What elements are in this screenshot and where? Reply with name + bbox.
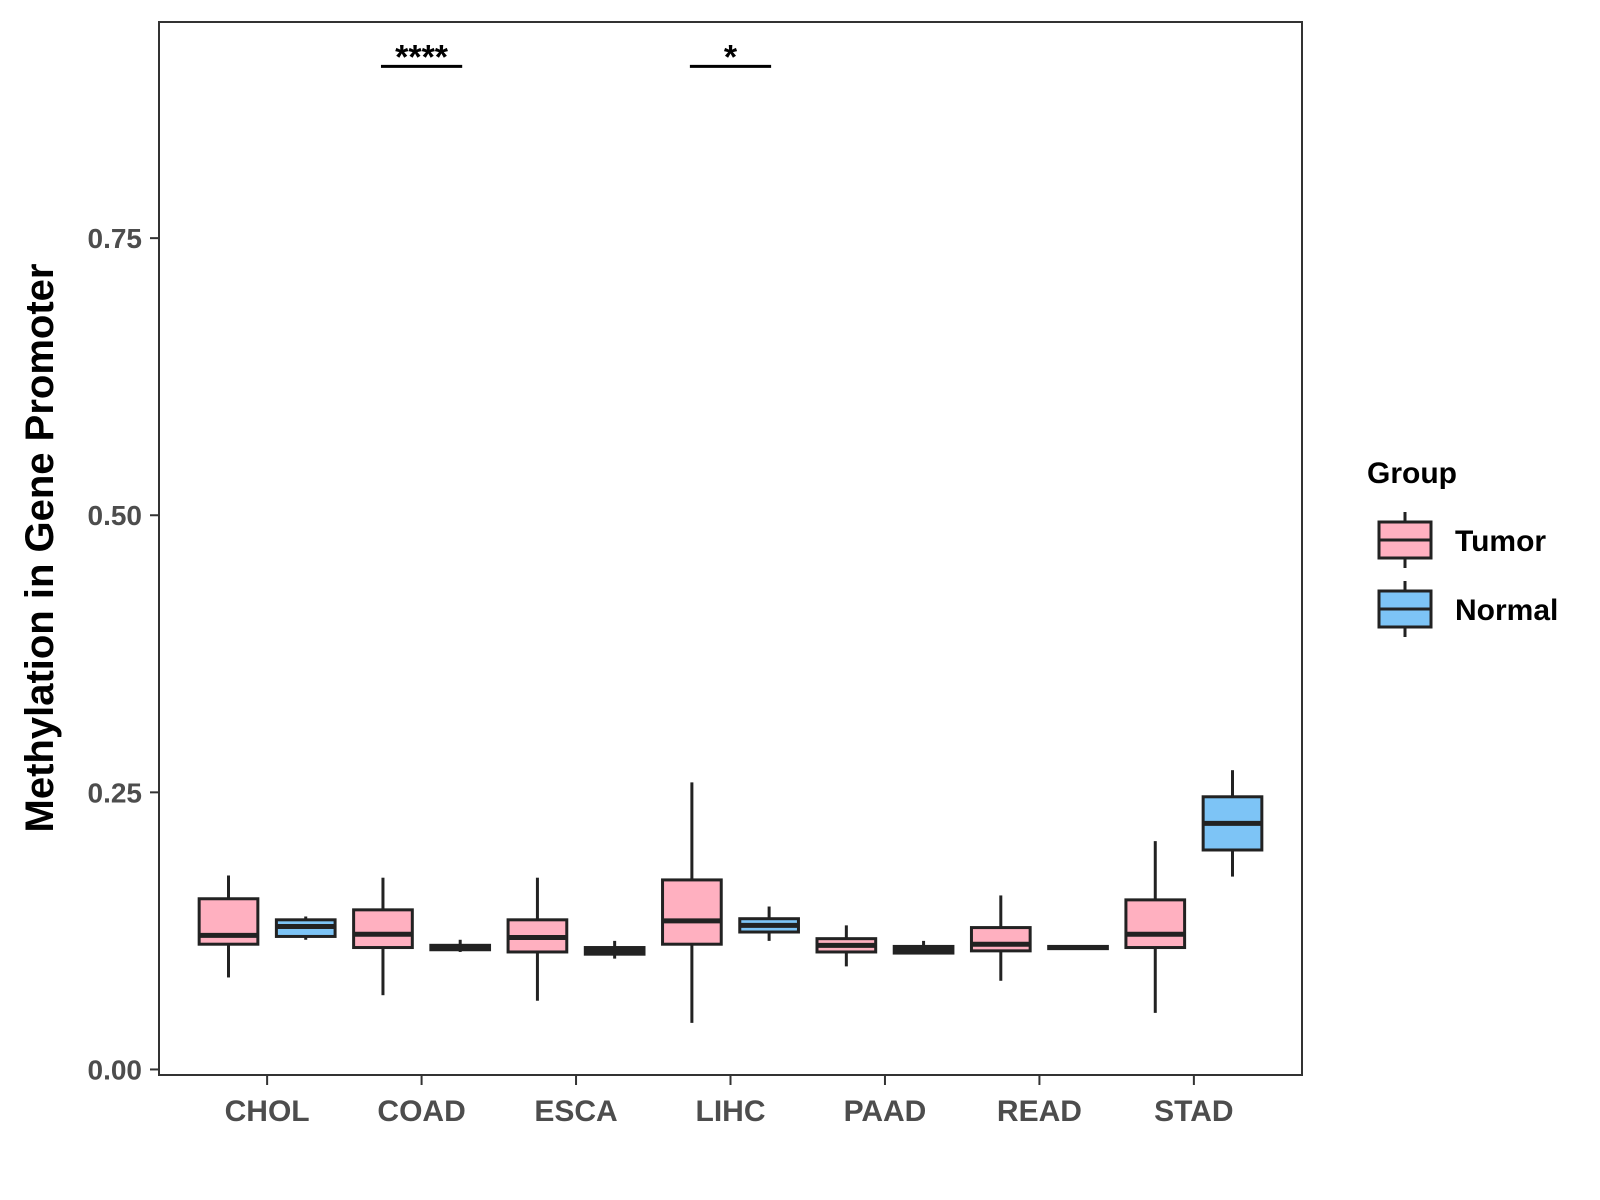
y-tick-label: 0.00 xyxy=(88,1054,143,1085)
y-axis: 0.00 0.25 0.50 0.75 xyxy=(88,223,159,1085)
y-axis-title: Methylation in Gene Promoter xyxy=(18,264,62,833)
significance-annotations: **** * xyxy=(380,38,772,76)
legend-label-normal: Normal xyxy=(1455,594,1558,627)
x-tick-label: LIHC xyxy=(696,1095,766,1128)
box-tumor-coad xyxy=(352,908,414,950)
x-tick-label: ESCA xyxy=(534,1095,617,1128)
y-tick-label: 0.50 xyxy=(88,500,143,531)
x-tick-label: PAAD xyxy=(844,1095,927,1128)
legend-title: Group xyxy=(1367,457,1457,490)
y-tick-label: 0.75 xyxy=(88,223,143,254)
significance-label: * xyxy=(724,38,738,76)
box-tumor-lihc xyxy=(661,878,723,946)
box-tumor-stad xyxy=(1124,898,1187,950)
x-tick-label: READ xyxy=(997,1095,1082,1128)
box-tumor-read xyxy=(969,926,1032,953)
y-tick-label: 0.25 xyxy=(88,777,143,808)
x-axis: CHOL COAD ESCA LIHC PAAD READ STAD xyxy=(225,1075,1234,1128)
x-tick-label: STAD xyxy=(1154,1095,1233,1128)
boxes-layer xyxy=(197,770,1264,1023)
x-tick-label: CHOL xyxy=(225,1095,310,1128)
plot-panel xyxy=(158,21,1303,1076)
legend: Group Tumor Normal xyxy=(1367,457,1558,637)
legend-label-tumor: Tumor xyxy=(1455,525,1546,558)
x-tick-label: COAD xyxy=(377,1095,465,1128)
significance-label: **** xyxy=(395,38,449,76)
